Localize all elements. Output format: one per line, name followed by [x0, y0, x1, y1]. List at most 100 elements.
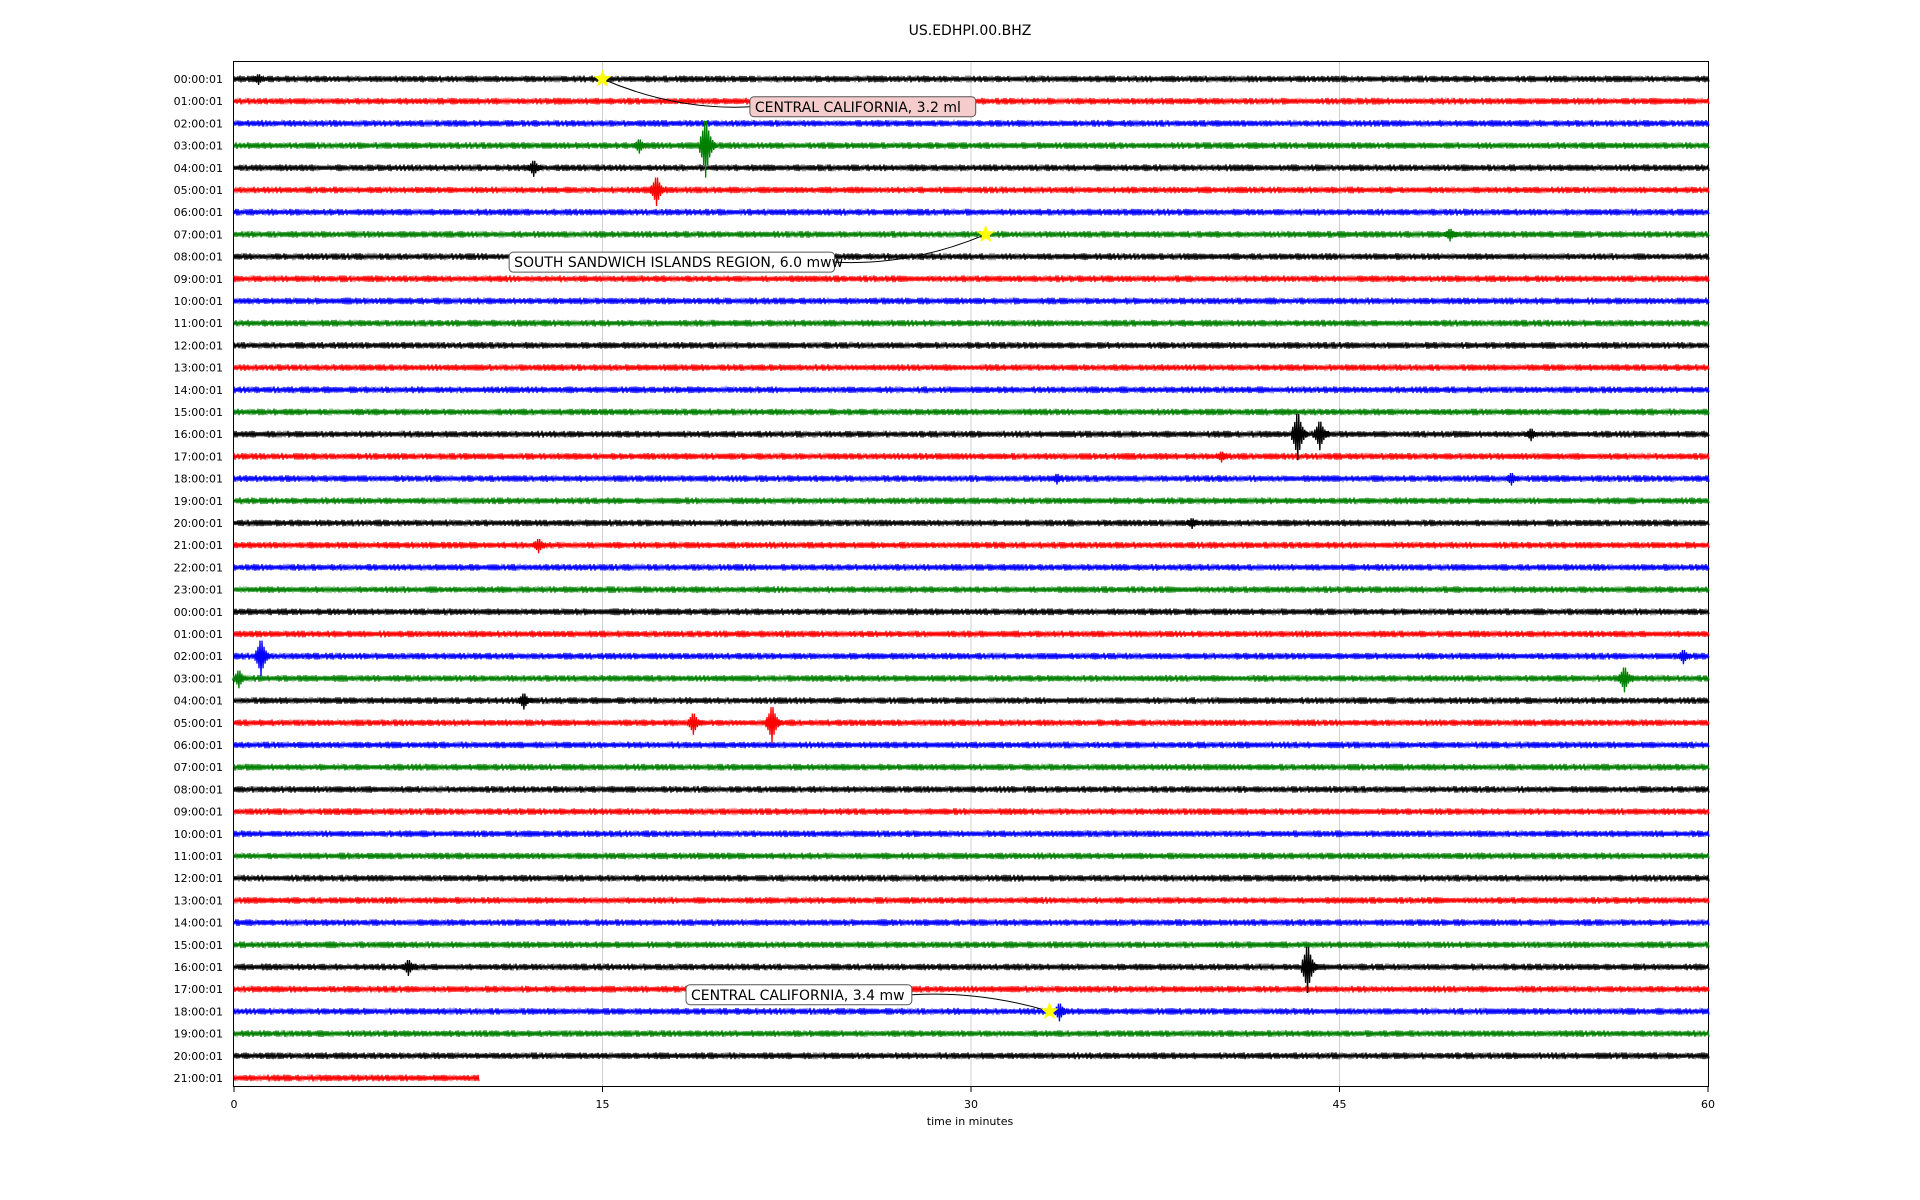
event-connector [834, 233, 986, 264]
trace-row-13 [233, 363, 1710, 372]
row-label: 18:00:01 [174, 473, 223, 486]
trace-row-4 [233, 163, 1710, 173]
row-label: 15:00:01 [174, 406, 223, 419]
event-connector [911, 993, 1050, 1012]
row-label: 23:00:01 [174, 584, 223, 597]
trace-row-24 [233, 607, 1710, 617]
row-label: 02:00:01 [174, 117, 223, 130]
signal-burst [632, 139, 650, 154]
trace-row-11 [233, 318, 1710, 328]
row-label: 07:00:01 [174, 228, 223, 241]
x-tick-label: 0 [231, 1098, 238, 1111]
row-label: 14:00:01 [174, 917, 223, 930]
trace-row-25 [233, 629, 1710, 639]
row-label: 09:00:01 [174, 806, 223, 819]
row-label: 19:00:01 [174, 1028, 223, 1041]
row-label: 19:00:01 [174, 495, 223, 508]
signal-burst [649, 177, 668, 207]
trace-row-15 [233, 407, 1710, 417]
signal-burst [765, 707, 783, 743]
row-label: 07:00:01 [174, 761, 223, 774]
x-axis-label: time in minutes [927, 1115, 1014, 1128]
trace-row-31 [233, 762, 1710, 772]
trace-row-43 [233, 1029, 1710, 1038]
signal-burst [527, 160, 545, 177]
trace-row-45 [233, 1073, 480, 1083]
row-label: 06:00:01 [174, 739, 223, 752]
trace-row-36 [233, 873, 1710, 883]
row-label: 18:00:01 [174, 1005, 223, 1018]
signal-burst [517, 693, 535, 710]
x-tick-label: 45 [1333, 1098, 1347, 1111]
chart-title: US.EDHPI.00.BHZ [909, 23, 1032, 39]
row-label: 12:00:01 [174, 872, 223, 885]
trace-row-29 [233, 718, 1710, 728]
x-tick-label: 60 [1701, 1098, 1715, 1111]
row-label: 13:00:01 [174, 894, 223, 907]
signal-burst [1524, 428, 1542, 442]
trace-row-28 [233, 696, 1710, 705]
trace-row-30 [233, 740, 1710, 750]
event-label: SOUTH SANDWICH ISLANDS REGION, 6.0 mww [514, 255, 843, 271]
row-label: 21:00:01 [174, 539, 223, 552]
trace-row-32 [233, 785, 1710, 794]
row-label: 11:00:01 [174, 317, 223, 330]
trace-row-3 [233, 141, 1710, 150]
signal-burst [401, 959, 419, 977]
row-label: 10:00:01 [174, 828, 223, 841]
signal-burst [1214, 451, 1233, 463]
x-tick-label: 15 [596, 1098, 610, 1111]
trace-row-21 [233, 540, 1710, 550]
trace-row-9 [233, 274, 1710, 284]
signal-burst [1504, 473, 1522, 486]
trace-row-0 [233, 74, 1710, 84]
trace-row-6 [233, 207, 1710, 217]
trace-row-20 [233, 518, 1710, 528]
signal-burst [251, 74, 270, 86]
trace-row-42 [233, 1007, 1710, 1016]
trace-row-34 [233, 829, 1710, 839]
row-label: 08:00:01 [174, 251, 223, 264]
row-label: 09:00:01 [174, 273, 223, 286]
event-star-icon [593, 69, 612, 87]
signal-burst [1050, 473, 1068, 485]
trace-row-16 [233, 429, 1710, 439]
trace-row-12 [233, 341, 1710, 350]
row-label: 04:00:01 [174, 695, 223, 708]
trace-row-10 [233, 296, 1710, 306]
row-label: 17:00:01 [174, 450, 223, 463]
event-label-box [508, 251, 836, 273]
row-label: 00:00:01 [174, 73, 223, 86]
trace-row-14 [233, 385, 1710, 395]
trace-row-33 [233, 807, 1710, 816]
vertical-grid [602, 62, 1340, 1086]
row-label: 20:00:01 [174, 517, 223, 530]
trace-row-19 [233, 496, 1710, 506]
signal-burst [1676, 649, 1694, 665]
trace-row-18 [233, 474, 1710, 483]
trace-row-7 [233, 230, 1710, 239]
trace-row-35 [233, 851, 1710, 861]
event-star-icon [1040, 1002, 1059, 1020]
trace-row-37 [233, 896, 1710, 905]
signal-burst [1617, 667, 1636, 693]
signal-burst [254, 640, 272, 677]
event-label-box [685, 984, 913, 1006]
trace-row-22 [233, 563, 1710, 572]
event-label-box [749, 96, 977, 118]
trace-row-44 [233, 1051, 1710, 1061]
trace-row-39 [233, 940, 1710, 950]
trace-row-40 [233, 962, 1710, 972]
trace-row-23 [233, 585, 1710, 594]
signal-burst [699, 120, 717, 178]
event-connector [602, 78, 750, 108]
signal-burst [232, 670, 250, 689]
trace-row-41 [233, 984, 1710, 994]
row-label: 00:00:01 [174, 606, 223, 619]
row-label: 01:00:01 [174, 628, 223, 641]
trace-row-27 [233, 674, 1710, 683]
row-label: 16:00:01 [174, 428, 223, 441]
event-label: CENTRAL CALIFORNIA, 3.4 mw [691, 988, 905, 1004]
trace-row-5 [233, 185, 1710, 195]
